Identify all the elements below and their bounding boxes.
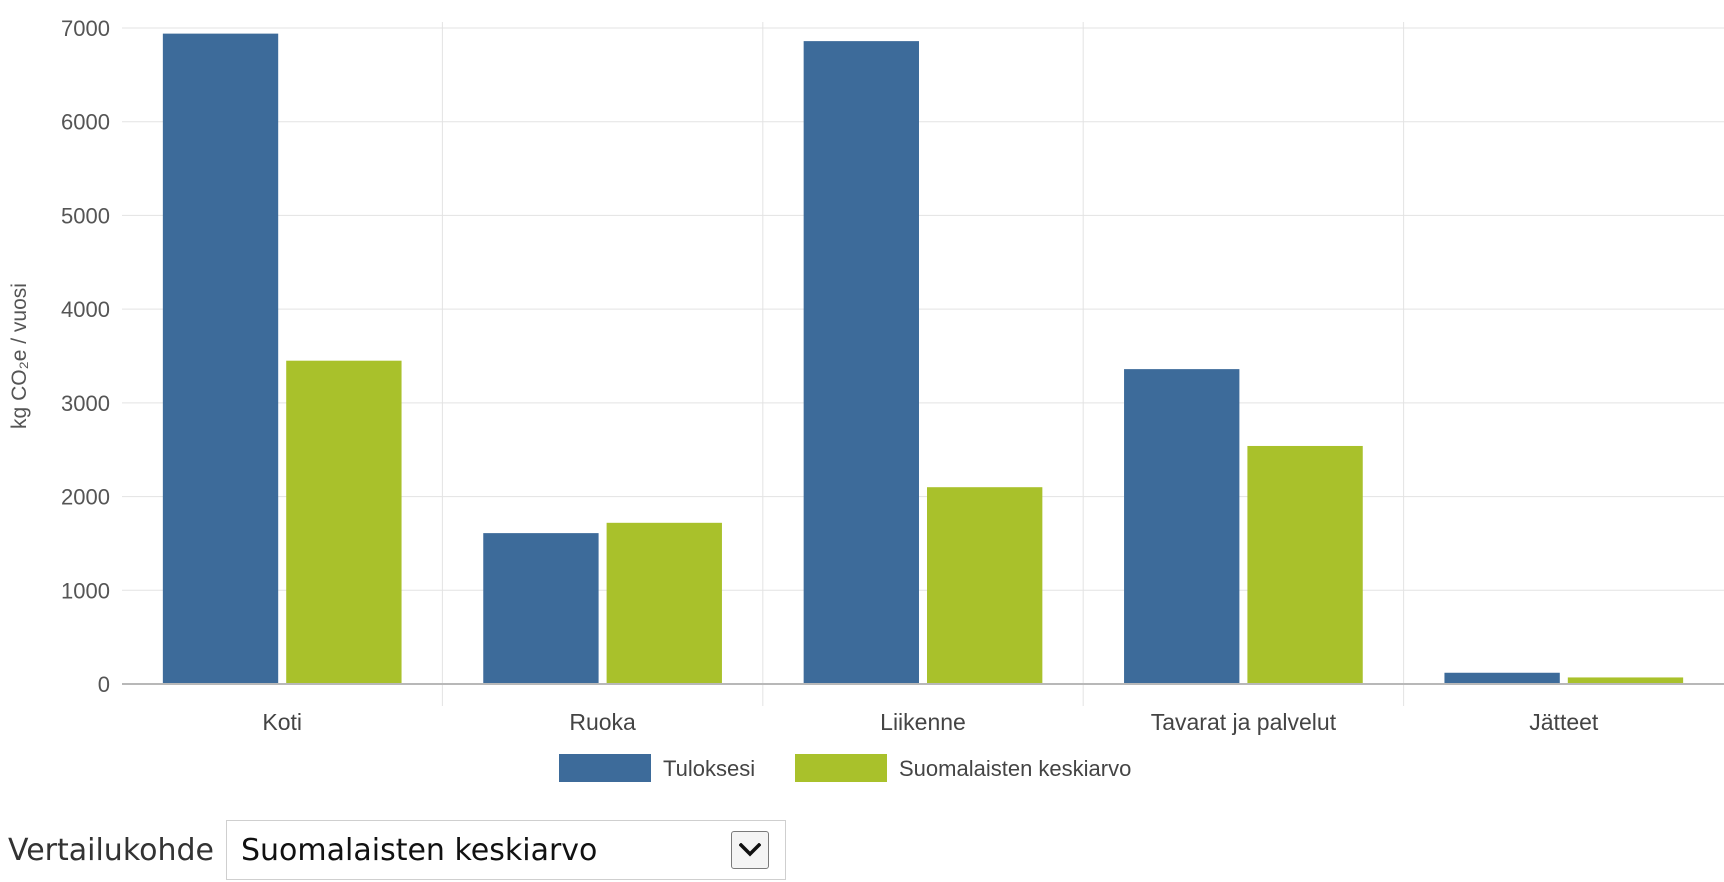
legend: Tuloksesi Suomalaisten keskiarvo [559, 754, 1131, 782]
legend-label: Suomalaisten keskiarvo [899, 756, 1131, 781]
bar-result [803, 41, 919, 685]
chevron-down-icon-shape [739, 843, 761, 857]
bar-average [1247, 445, 1363, 684]
bar-average [286, 360, 402, 684]
legend-swatch [559, 754, 651, 782]
legend-swatch [795, 754, 887, 782]
y-tick-label: 3000 [61, 391, 110, 416]
bar-result [1124, 369, 1240, 684]
y-tick-label: 1000 [61, 578, 110, 603]
y-axis-title: kg CO₂e / vuosi [8, 283, 31, 429]
bars [162, 33, 1684, 685]
x-tick-label: Ruoka [569, 709, 636, 735]
emissions-chart: 0 1000 2000 3000 4000 5000 6000 7000 Koti Ruoka Li… [8, 16, 1724, 782]
comparison-select[interactable]: Suomalaisten keskiarvo [226, 820, 786, 880]
x-tick-label: Koti [262, 709, 302, 735]
x-tick-label: Liikenne [880, 709, 966, 735]
bar-average [1567, 677, 1684, 684]
y-tick-label: 4000 [61, 297, 110, 322]
x-tick-label: Tavarat ja palvelut [1151, 709, 1337, 735]
axes: 0 1000 2000 3000 4000 5000 6000 7000 Koti Ruoka Li… [8, 16, 1724, 735]
comparison-row: Vertailukohde Suomalaisten keskiarvo [0, 818, 900, 882]
bar-result [1444, 672, 1560, 684]
bar-chart: 0 1000 2000 3000 4000 5000 6000 7000 Koti Ruoka Li… [8, 16, 1724, 782]
bar-result [483, 533, 599, 684]
y-tick-label: 0 [98, 672, 110, 697]
y-tick-label: 6000 [61, 110, 110, 135]
comparison-label: Vertailukohde [8, 832, 214, 868]
comparison-selected-value: Suomalaisten keskiarvo [241, 832, 598, 868]
bar-result [162, 33, 279, 684]
bar-average [606, 522, 722, 684]
y-tick-label: 5000 [61, 203, 110, 228]
legend-label: Tuloksesi [663, 756, 755, 781]
y-tick-label: 2000 [61, 485, 110, 510]
chevron-down-icon[interactable] [731, 831, 769, 869]
y-tick-label: 7000 [61, 16, 110, 41]
x-tick-label: Jätteet [1529, 709, 1599, 735]
bar-average [927, 487, 1043, 684]
